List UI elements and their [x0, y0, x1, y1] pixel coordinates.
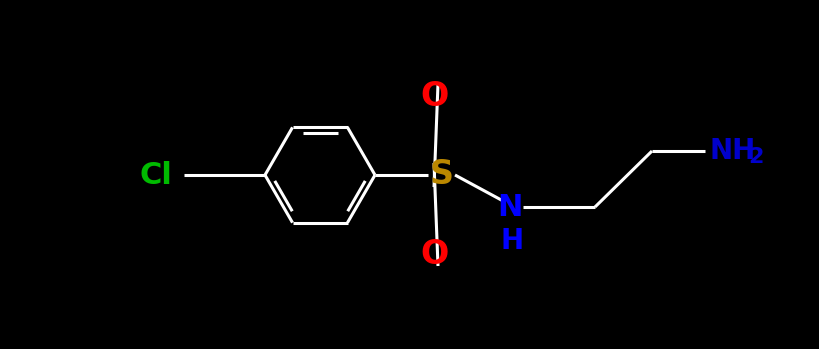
Text: N: N [496, 193, 522, 222]
Text: NH: NH [709, 137, 755, 165]
Text: O: O [420, 238, 449, 270]
Text: Cl: Cl [139, 161, 172, 190]
Text: H: H [500, 227, 523, 255]
Text: O: O [420, 80, 449, 112]
Text: 2: 2 [747, 147, 762, 167]
Text: S: S [429, 158, 454, 192]
